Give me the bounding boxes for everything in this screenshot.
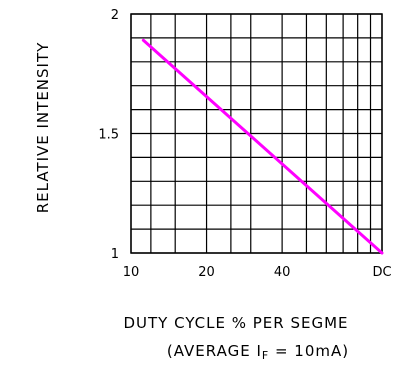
x-subtitle-prefix: (AVERAGE [167, 342, 257, 360]
x-tick-label: 10 [123, 265, 140, 280]
x-tick-label: 20 [198, 265, 215, 280]
series-line [141, 38, 384, 255]
y-tick-label: 1.5 [98, 128, 119, 143]
x-subtitle-suffix: = 10mA) [269, 342, 349, 360]
grid [130, 13, 383, 254]
x-subtitle-subscript: F [262, 349, 269, 362]
y-tick-label: 1 [111, 247, 119, 262]
y-axis-title: RELATIVE INTENSITY [34, 42, 52, 214]
x-axis-subtitle: (AVERAGE IF = 10mA) [167, 342, 349, 362]
x-tick-label: 40 [274, 265, 291, 280]
series-layer [141, 38, 384, 255]
x-axis-title: DUTY CYCLE % PER SEGME [123, 314, 348, 332]
plot-frame [130, 13, 383, 254]
x-tick-label: DC [372, 265, 391, 280]
x-subtitle-symbol: I [256, 342, 261, 360]
tick-labels: 10 20 40 DC 2 1.5 1 [98, 8, 391, 280]
y-tick-label: 2 [111, 8, 119, 23]
